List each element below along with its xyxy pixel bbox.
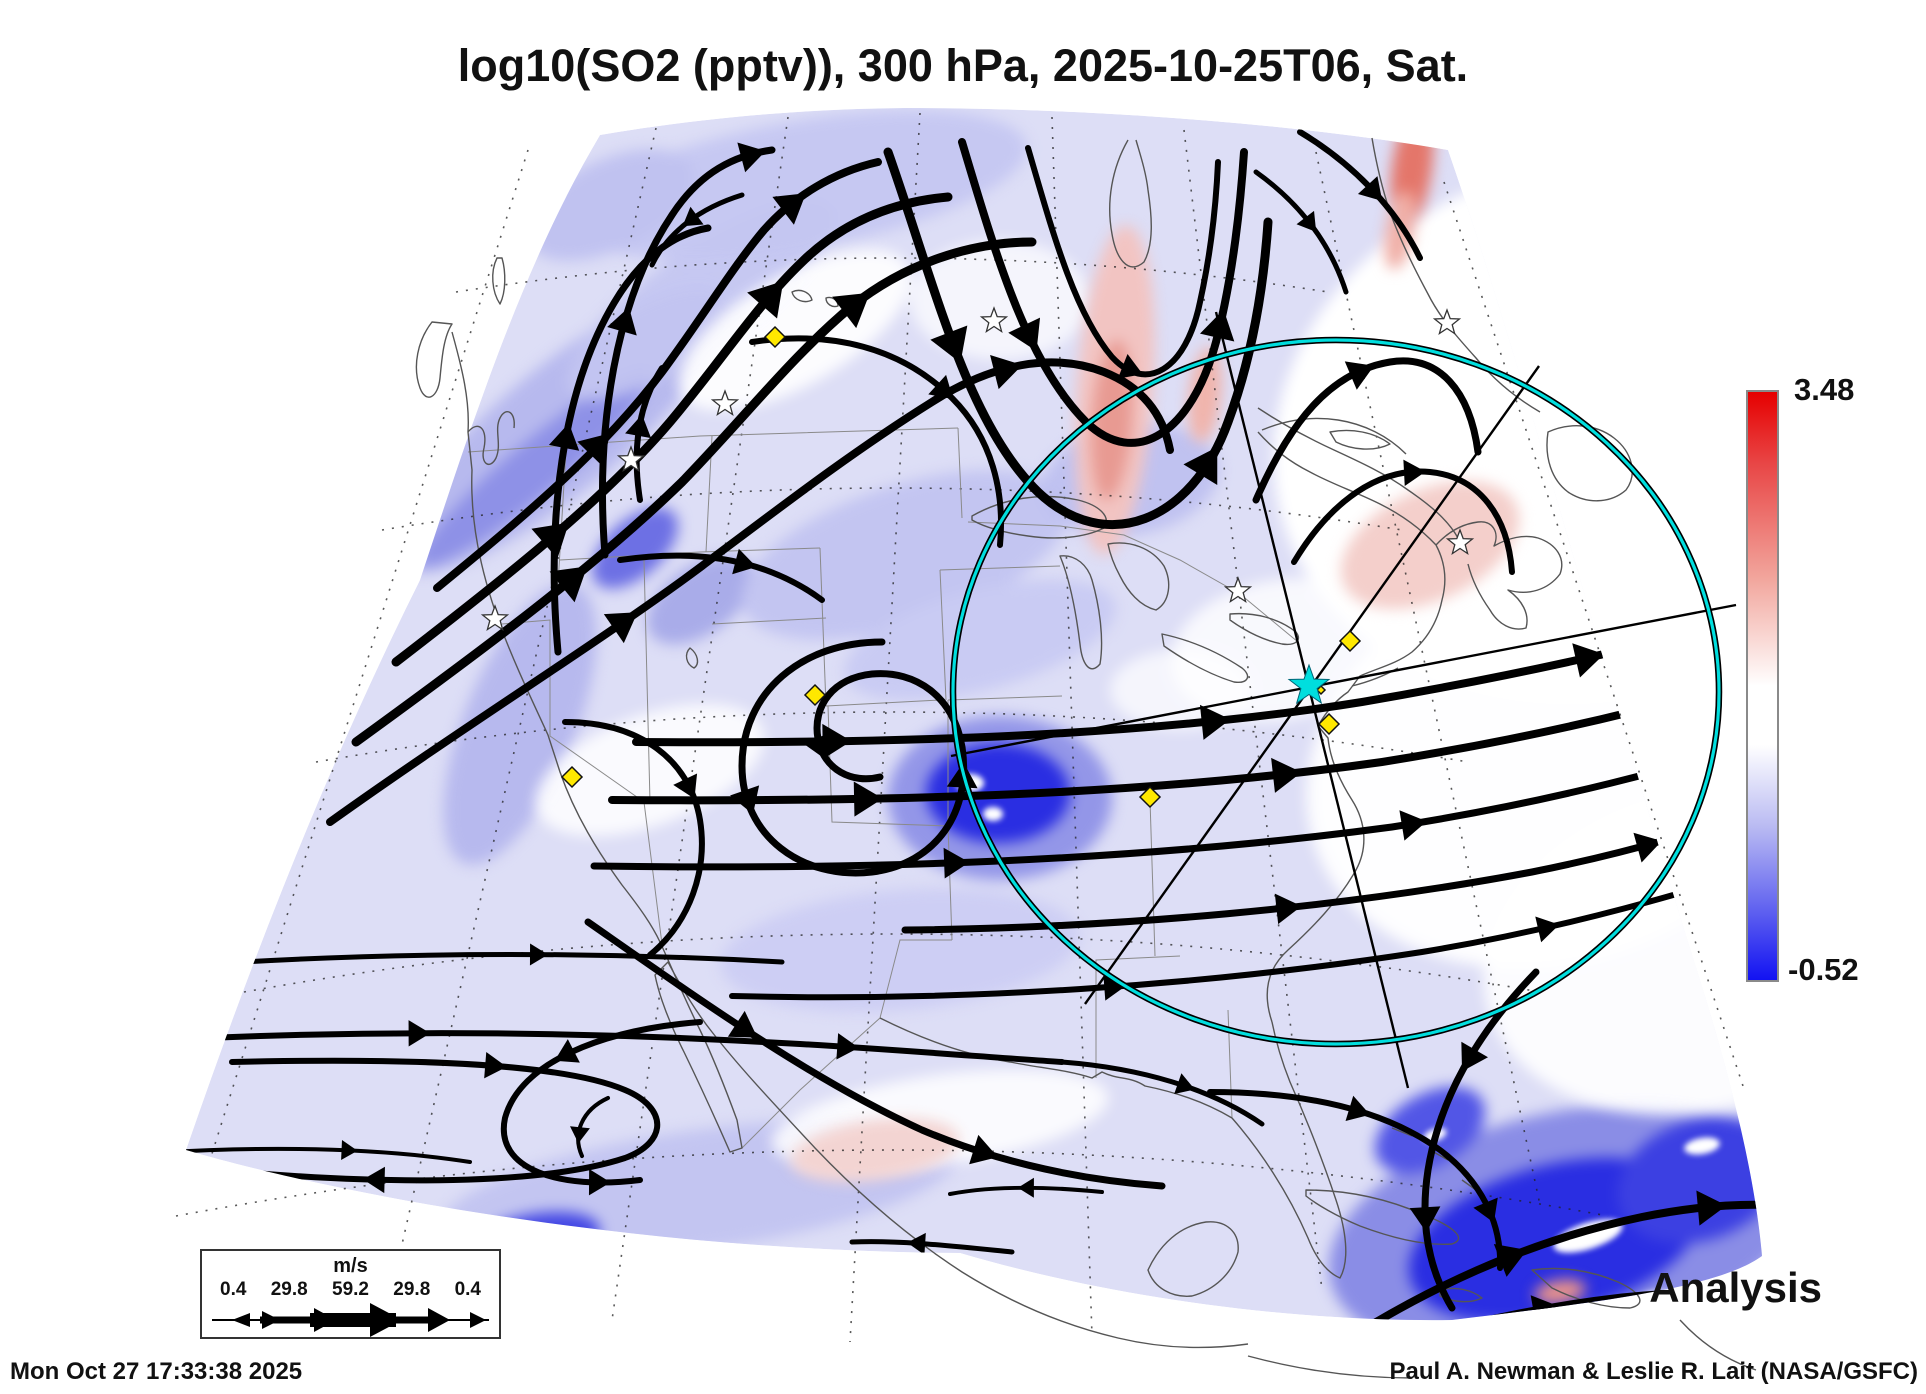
location-markers — [480, 306, 1475, 809]
colorbar — [1746, 390, 1779, 982]
plot-title: log10(SO2 (pptv)), 300 hPa, 2025-10-25T0… — [457, 40, 1469, 91]
yellow-diamond-marker-icon — [1338, 629, 1362, 653]
credit: Paul A. Newman & Leslie R. Lait (NASA/GS… — [1389, 1358, 1918, 1385]
white-star-marker-icon — [710, 389, 740, 416]
legend-value: 29.8 — [393, 1279, 431, 1300]
white-star-marker-icon — [480, 604, 510, 631]
yellow-diamond-marker-icon — [803, 683, 827, 707]
white-star-marker-icon — [616, 445, 646, 472]
legend-value: 29.8 — [270, 1279, 308, 1300]
white-star-marker-icon — [1432, 308, 1462, 335]
yellow-diamond-marker-icon — [763, 325, 787, 349]
state-borders — [467, 427, 1299, 1149]
windspeed-legend: m/s 0.4 29.8 59.2 29.8 0.4 — [200, 1249, 501, 1339]
analysis-label: Analysis — [1649, 1264, 1822, 1311]
yellow-diamond-marker-icon — [560, 765, 584, 789]
range-circle — [949, 336, 1723, 1048]
yellow-diamond-marker-icon — [1138, 785, 1162, 809]
white-star-marker-icon — [979, 306, 1009, 333]
legend-units-label: m/s — [333, 1255, 368, 1277]
legend-value: 59.2 — [332, 1279, 369, 1300]
wind-scale-arrow-icon — [212, 1303, 489, 1337]
legend-values-row: 0.4 29.8 59.2 29.8 0.4 — [202, 1279, 499, 1301]
colorbar-min-label: -0.52 — [1788, 952, 1859, 987]
legend-value: 0.4 — [220, 1279, 247, 1300]
yellow-diamond-marker-icon — [1317, 712, 1341, 736]
legend-value: 0.4 — [454, 1279, 481, 1300]
white-star-marker-icon — [1445, 528, 1475, 555]
yellow-diamond-marker-icon — [1315, 684, 1327, 696]
wind-streamlines — [186, 129, 1762, 1321]
white-star-marker-icon — [1223, 576, 1253, 603]
colorbar-max-label: 3.48 — [1794, 372, 1855, 407]
cyan-star-marker-icon — [1287, 663, 1331, 705]
timestamp: Mon Oct 27 17:33:38 2025 — [10, 1358, 303, 1385]
